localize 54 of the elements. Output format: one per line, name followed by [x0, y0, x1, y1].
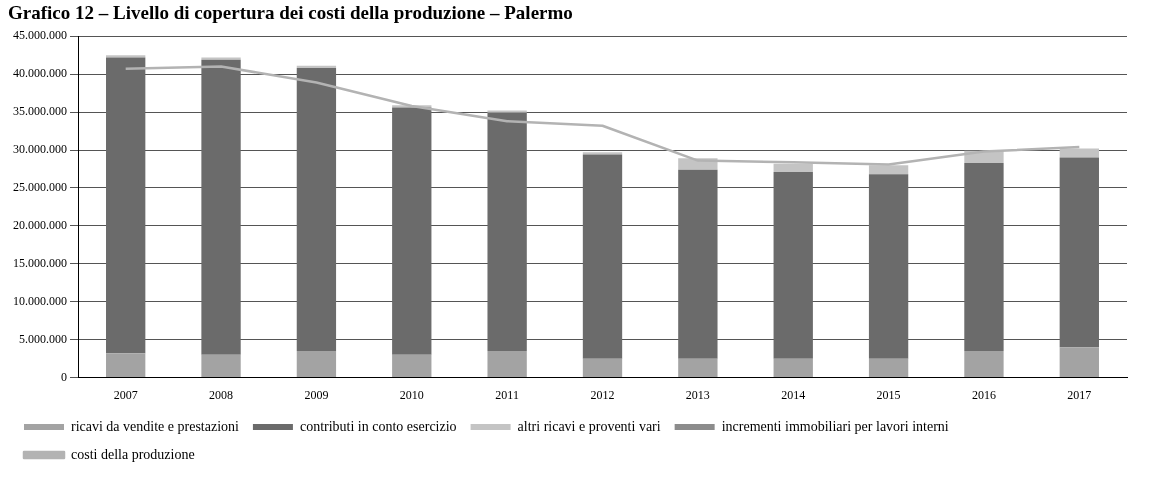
bar [964, 351, 1004, 378]
x-tick-label: 2011 [495, 387, 519, 402]
bar [1059, 157, 1099, 348]
bar [106, 353, 146, 378]
bar [964, 162, 1004, 352]
x-tick-label: 2008 [209, 387, 234, 402]
y-tick-label: 5.000.000 [19, 331, 67, 346]
legend-label: altri ricavi e proventi vari [517, 418, 661, 434]
bar [296, 351, 337, 378]
bar [582, 358, 623, 378]
bar [201, 59, 241, 355]
bar [487, 351, 527, 378]
x-tick-label: 2007 [113, 387, 138, 402]
y-tick-label: 10.000.000 [13, 293, 67, 308]
legend-label: ricavi da vendite e prestazioni [71, 418, 240, 434]
y-tick-label: 15.000.000 [13, 255, 67, 270]
bar [868, 165, 909, 175]
bar [1059, 148, 1099, 158]
x-tick-label: 2012 [590, 387, 615, 402]
bar [1059, 347, 1099, 378]
y-tick-label: 45.000.000 [13, 28, 67, 43]
legend-label: costi della produzione [71, 446, 195, 462]
bar [201, 354, 241, 378]
bar [487, 112, 527, 352]
y-tick-label: 30.000.000 [13, 142, 67, 157]
bar [678, 169, 718, 359]
bar [773, 358, 813, 378]
y-tick-label: 35.000.000 [13, 104, 67, 119]
y-tick-label: 0 [61, 369, 67, 384]
chart-title: Grafico 12 – Livello di copertura dei costi della produzione – Palermo [7, 1, 574, 25]
bar [582, 152, 623, 155]
bar [868, 174, 909, 359]
bar [868, 358, 909, 378]
bar [392, 354, 432, 378]
legend-label: contributi in conto esercizio [299, 418, 457, 434]
bar [773, 172, 813, 359]
x-tick-label: 2009 [304, 387, 329, 402]
x-tick-label: 2015 [876, 387, 901, 402]
x-tick-label: 2017 [1067, 387, 1092, 402]
x-tick-label: 2016 [971, 387, 996, 402]
bar [296, 68, 337, 352]
bar [582, 154, 623, 359]
bar [392, 107, 432, 355]
bar [773, 163, 813, 172]
bar [678, 358, 718, 378]
y-tick-label: 20.000.000 [13, 218, 67, 233]
bar [106, 57, 146, 354]
y-tick-label: 25.000.000 [13, 180, 67, 195]
x-tick-label: 2010 [399, 387, 424, 402]
x-tick-label: 2013 [685, 387, 710, 402]
legend-label: incrementi immobiliari per lavori interni [721, 418, 949, 434]
x-tick-label: 2014 [781, 387, 806, 402]
y-tick-label: 40.000.000 [13, 66, 67, 81]
bar [201, 57, 241, 60]
